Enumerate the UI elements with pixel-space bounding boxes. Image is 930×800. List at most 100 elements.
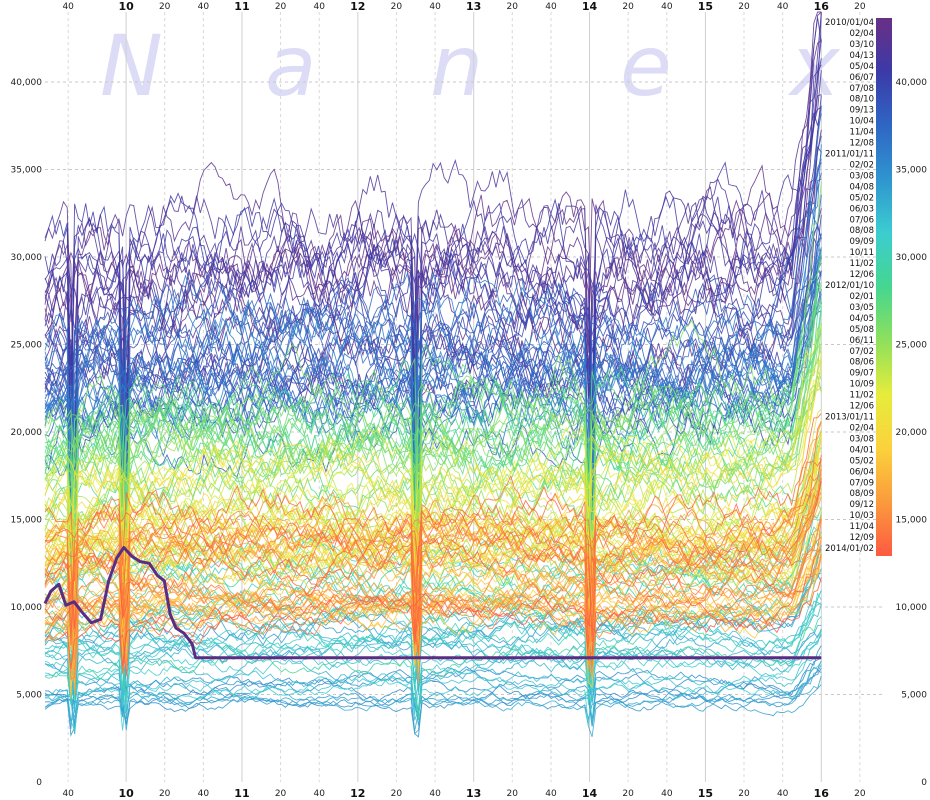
series-line	[44, 293, 822, 574]
legend-label: 07/06	[850, 215, 875, 225]
watermark-letter: N	[100, 17, 163, 115]
legend-label: 06/03	[850, 204, 875, 214]
x-minute-label-top: 40	[661, 2, 673, 12]
legend-label: 2011/01/11	[825, 150, 874, 160]
legend-label: 02/04	[850, 423, 875, 433]
series-line	[44, 573, 822, 685]
x-minute-label-top: 20	[507, 2, 519, 12]
y-tick-label-right: 10,000	[896, 603, 928, 613]
series-line	[44, 281, 822, 564]
y-tick-label-right: 25,000	[896, 341, 928, 351]
series-line	[44, 460, 822, 634]
series-line	[44, 159, 822, 504]
x-minute-label-top: 20	[738, 2, 750, 12]
x-minute-label-top: 20	[159, 2, 171, 12]
highlight-series-line	[43, 546, 822, 660]
series-line	[44, 660, 822, 735]
x-hour-label-top: 11	[234, 0, 249, 13]
x-minute-label-bottom: 20	[854, 789, 866, 799]
x-hour-label-top: 15	[698, 0, 713, 13]
y-tick-label-left: 30,000	[11, 253, 43, 263]
x-hour-label-bottom: 15	[698, 787, 713, 800]
series-line	[44, 258, 822, 567]
legend-label: 12/08	[850, 139, 875, 149]
legend-label: 04/08	[850, 182, 875, 192]
x-minute-label-bottom: 40	[777, 789, 789, 799]
y-tick-label-left: 15,000	[11, 516, 43, 526]
y-tick-label-right: 30,000	[896, 253, 928, 263]
x-minute-label-top: 40	[62, 2, 74, 12]
legend-label: 06/11	[850, 336, 875, 346]
legend-label: 09/07	[850, 369, 875, 379]
legend-label: 12/06	[850, 402, 875, 412]
series-line	[44, 194, 822, 520]
series-line	[44, 480, 822, 659]
x-minute-label-bottom: 20	[159, 789, 171, 799]
y-tick-label-left: 10,000	[11, 603, 43, 613]
x-minute-label-bottom: 20	[391, 789, 403, 799]
x-minute-label-bottom: 40	[661, 789, 673, 799]
series-line	[44, 247, 822, 555]
series-line	[44, 342, 822, 527]
legend-label: 06/04	[850, 467, 875, 477]
series-line	[44, 151, 822, 392]
x-hour-label-bottom: 14	[582, 787, 598, 800]
legend-label: 08/10	[850, 95, 875, 105]
axes-layer: 0 0 5,000 5,000 10,000 10,000 15,000 15,000 20,0…	[11, 0, 928, 800]
legend-label: 07/08	[850, 84, 875, 94]
series-line	[44, 512, 822, 655]
series-line	[44, 323, 822, 605]
series-line	[44, 342, 822, 590]
series-line	[44, 635, 822, 715]
series-line	[44, 306, 822, 592]
legend-label: 03/08	[850, 434, 875, 444]
series-line	[44, 531, 822, 674]
x-minute-label-top: 20	[854, 2, 866, 12]
series-line	[44, 536, 822, 674]
series-line	[44, 326, 822, 597]
x-minute-label-bottom: 20	[622, 789, 634, 799]
legend-label: 08/08	[850, 226, 875, 236]
watermark-letter: a	[265, 17, 316, 115]
series-line	[44, 362, 822, 598]
x-minute-label-top: 20	[622, 2, 634, 12]
series-line	[44, 300, 822, 557]
series-layer	[44, 11, 822, 738]
y-tick-label-left: 40,000	[11, 78, 43, 88]
series-line	[44, 288, 822, 538]
series-line	[44, 567, 822, 681]
legend-label: 03/10	[850, 40, 875, 50]
legend-label: 04/13	[850, 51, 875, 61]
legend-label: 05/08	[850, 325, 875, 335]
series-line	[44, 513, 822, 646]
series-line	[44, 250, 822, 576]
legend-label: 04/01	[850, 445, 875, 455]
series-line	[44, 549, 822, 677]
legend-label: 2010/01/04	[825, 18, 874, 28]
series-line	[44, 233, 822, 485]
x-hour-label-bottom: 10	[118, 787, 134, 800]
series-line	[44, 476, 822, 636]
x-minute-label-bottom: 40	[545, 789, 557, 799]
y-tick-label-right: 15,000	[896, 516, 928, 526]
x-minute-label-bottom: 40	[62, 789, 74, 799]
series-line	[44, 515, 822, 666]
series-line	[44, 353, 822, 630]
x-minute-label-top: 40	[198, 2, 210, 12]
series-line	[44, 215, 822, 501]
series-line	[44, 281, 822, 579]
series-line	[44, 630, 822, 690]
series-line	[44, 657, 822, 724]
series-line	[44, 384, 822, 601]
series-line	[44, 107, 822, 544]
x-hour-label-top: 16	[814, 0, 830, 13]
x-minute-label-bottom: 40	[429, 789, 441, 799]
series-line	[44, 11, 822, 452]
series-line	[44, 420, 822, 605]
legend-label: 12/09	[850, 533, 875, 543]
series-line	[44, 664, 822, 735]
legend-label: 06/07	[850, 73, 875, 83]
x-hour-label-top: 12	[350, 0, 365, 13]
series-line	[44, 105, 822, 479]
